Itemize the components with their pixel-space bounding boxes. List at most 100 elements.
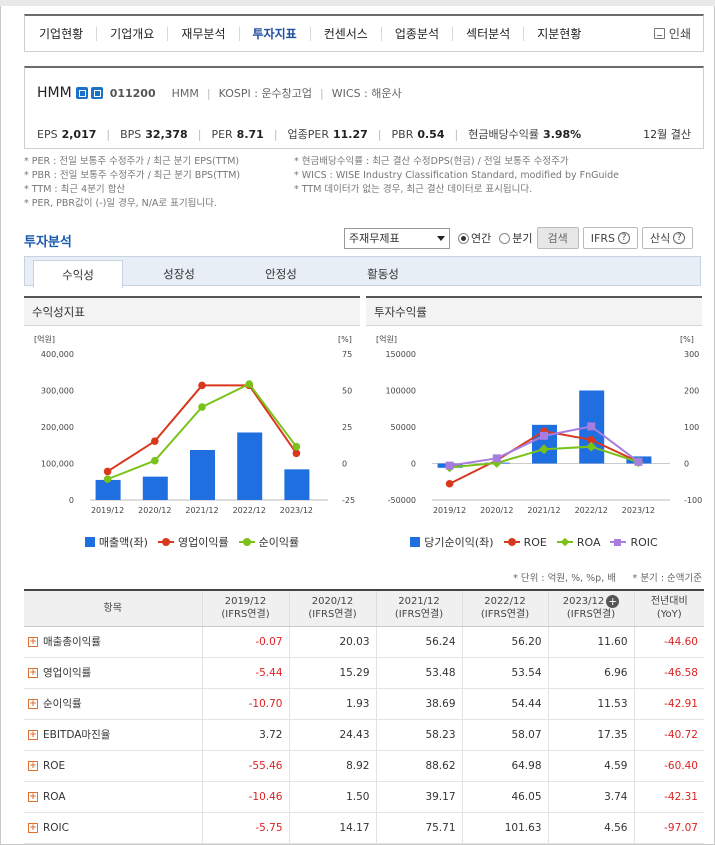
data-point	[634, 457, 643, 466]
profitability-table: 항목 2019/12 (IFRS연결) 2020/12 (IFRS연결) 2021/12(…	[24, 589, 704, 844]
statement-select[interactable]: 주재무제표	[344, 227, 450, 249]
tab-profitability[interactable]: 수익성	[33, 260, 123, 288]
metric-label: 업종PER	[287, 128, 329, 141]
value-cell: 46.05	[461, 781, 548, 813]
nav-item-consensus[interactable]: 컨센서스	[309, 26, 381, 41]
right-tick-label: 25	[342, 423, 352, 432]
x-tick-label: 2022/12	[575, 506, 608, 515]
row-label-cell[interactable]: + 영업이익률	[24, 657, 202, 689]
legend-item[interactable]: 매출액(좌)	[84, 534, 148, 550]
nav-item-industry-analysis[interactable]: 업종분석	[380, 26, 452, 41]
value-cell: -0.07	[201, 626, 289, 658]
print-button[interactable]: 인쇄	[653, 25, 691, 42]
value-cell: -55.46	[201, 750, 289, 782]
value-cell: 8.92	[288, 750, 376, 782]
legend-item[interactable]: ROE	[503, 536, 547, 549]
expand-row-icon[interactable]: +	[28, 761, 38, 771]
row-label: ROIC	[43, 822, 69, 834]
expand-row-icon[interactable]: +	[28, 823, 38, 833]
home-icon[interactable]	[75, 87, 88, 99]
expand-columns-icon[interactable]: +	[606, 594, 620, 609]
data-point	[103, 467, 112, 476]
company-meta-market: KOSPI : 운수창고업	[218, 87, 313, 100]
radio-quarter[interactable]: 분기	[499, 230, 533, 246]
search-button[interactable]: 검색	[536, 227, 579, 249]
metric-label: PBR	[391, 127, 414, 141]
nav-item-financial-analysis[interactable]: 재무분석	[167, 26, 238, 41]
legend-swatch	[84, 537, 95, 547]
nav-item-company-overview[interactable]: 기업개요	[96, 26, 167, 41]
metric-label: PER	[211, 127, 233, 141]
right-tick-label: 100	[684, 423, 699, 432]
metric-value: 11.27	[333, 127, 368, 141]
header-sublabel: (IFRS연결)	[480, 609, 530, 621]
header-label: 2019/12	[224, 596, 267, 608]
analysis-tabs: 수익성 성장성 안정성 활동성	[24, 256, 701, 288]
row-label-cell[interactable]: + ROA	[24, 781, 202, 813]
value-cell: -10.70	[201, 688, 289, 720]
header-label: 항목	[103, 602, 122, 614]
row-label-cell[interactable]: + ROIC	[24, 812, 202, 844]
row-label: 영업이익률	[43, 667, 92, 679]
metric-value: 32,378	[145, 127, 188, 141]
profitability-chart: [억원] [%] 400,000 300,000 200,000 100,000 0 75 50…	[34, 334, 355, 515]
nav-item-company-status[interactable]: 기업현황	[39, 26, 84, 41]
right-tick-label: 50	[342, 387, 352, 396]
note-line: * PER, PBR값이 (-)일 경우, N/A로 표기됩니다.	[24, 198, 217, 209]
ifrs-help-button[interactable]: IFRS ?	[582, 227, 638, 249]
radio-quarter-label: 분기	[512, 232, 533, 245]
row-label-cell[interactable]: + 매출총이익률	[24, 626, 202, 658]
nav-item-sector-analysis[interactable]: 섹터분석	[452, 26, 523, 41]
tab-growth[interactable]: 성장성	[163, 266, 195, 281]
tab-activity[interactable]: 활동성	[367, 266, 399, 281]
left-axis-unit: [억원]	[376, 334, 397, 344]
radio-annual-dot[interactable]	[458, 232, 469, 244]
data-point	[492, 454, 501, 463]
legend-item[interactable]: ROA	[556, 536, 600, 549]
header-label: 2023/12 +	[562, 594, 620, 609]
note-line: * PER : 전일 보통주 수정주가 / 최근 분기 EPS(TTM)	[24, 156, 240, 167]
expand-row-icon[interactable]: +	[28, 667, 38, 678]
row-label-cell[interactable]: + EBITDA마진율	[24, 719, 202, 751]
data-point	[151, 456, 159, 465]
tab-stability[interactable]: 안정성	[265, 266, 297, 281]
legend-item[interactable]: ROIC	[610, 536, 658, 549]
formula-help-button[interactable]: 산식 ?	[641, 227, 694, 249]
radio-annual[interactable]: 연간	[458, 230, 491, 246]
value-cell: 64.98	[461, 750, 548, 782]
profitability-chart-panel: 수익성지표 [억원] [%] 400,000 300,000 200,000 100,00…	[24, 296, 360, 556]
legend-item[interactable]: 당기순이익(좌)	[410, 534, 494, 550]
expand-row-icon[interactable]: +	[28, 729, 38, 740]
note-line: * TTM : 최근 4분기 합산	[24, 184, 126, 195]
nav-item-investment-indicators[interactable]: 투자지표	[238, 26, 310, 41]
row-label-cell[interactable]: + ROE	[24, 750, 202, 782]
metric-label: BPS	[120, 127, 142, 141]
legend-swatch	[556, 537, 573, 547]
data-point	[292, 442, 301, 451]
table-row: + ROIC -5.75 14.17 75.71 101.63 4.56 -97.07	[24, 812, 704, 844]
table-row: + 순이익률 -10.70 1.93 38.69 54.44 11.53 -42.91	[24, 688, 704, 720]
row-label-cell[interactable]: + 순이익률	[24, 688, 202, 720]
company-header: HMM 011200 HMM | KOSPI : 운수창고업 | WICS : …	[37, 85, 402, 101]
bar	[142, 476, 168, 500]
value-cell: 56.24	[375, 626, 462, 658]
legend-item[interactable]: 영업이익률	[157, 534, 229, 550]
value-cell: -5.75	[201, 812, 289, 844]
expand-row-icon[interactable]: +	[28, 698, 38, 709]
expand-row-icon[interactable]: +	[28, 636, 38, 647]
radio-quarter-dot[interactable]	[499, 232, 511, 244]
nav-item-shareholding[interactable]: 지분현황	[523, 26, 594, 41]
x-tick-label: 2023/12	[280, 506, 313, 515]
left-tick-label: 100000	[385, 387, 416, 396]
settlement-month: 12월 결산	[643, 128, 691, 141]
value-cell: 1.93	[288, 688, 376, 720]
row-label: ROE	[43, 760, 66, 772]
metric-label: 현금배당수익률	[468, 128, 540, 141]
news-icon[interactable]	[90, 87, 103, 99]
value-cell: 4.56	[547, 812, 634, 844]
legend-item[interactable]: 순이익률	[238, 534, 299, 550]
legend-label: 당기순이익(좌)	[424, 536, 494, 549]
expand-row-icon[interactable]: +	[28, 792, 38, 802]
data-point	[151, 437, 159, 445]
header-label: 2021/12	[398, 596, 440, 608]
